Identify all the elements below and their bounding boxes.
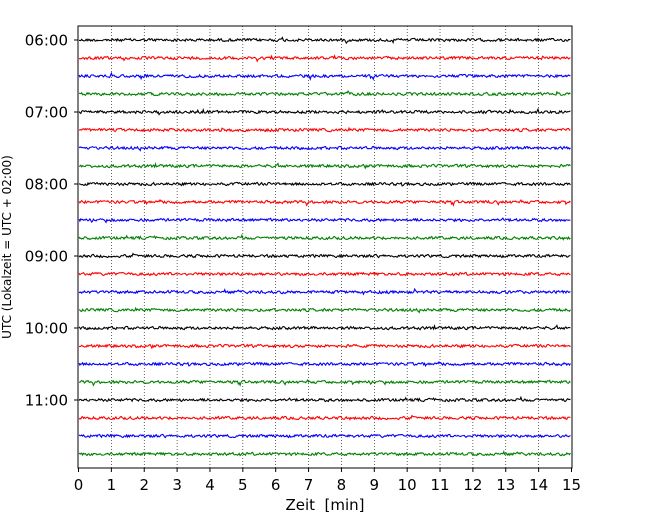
plot-frame [77,25,573,469]
trace-line [78,54,571,63]
trace-line [78,107,571,116]
y-tick-label: 07:00 [25,104,68,122]
x-axis: 0 1 2 3 4 5 6 7 8 9 10 11 12 13 14 15 [74,468,581,494]
x-tick-label: 3 [172,476,182,494]
y-tick-label: 08:00 [25,176,68,194]
trace-line [78,306,571,314]
y-tick-label: 09:00 [25,248,68,266]
x-tick-label: 14 [529,476,548,494]
trace-line [78,287,571,296]
x-tick-label: 12 [463,476,482,494]
x-tick-label: 4 [205,476,215,494]
x-tick-label: 2 [139,476,149,494]
x-tick-label: 0 [74,476,84,494]
y-tick-label: 06:00 [25,32,68,50]
trace-line [78,90,571,97]
trace-line [78,198,571,207]
trace-line [78,217,571,224]
y-tick-label: 10:00 [25,320,68,338]
trace-line [78,145,571,152]
trace-line [78,433,571,439]
x-tick-label: 1 [107,476,117,494]
trace-line [78,379,571,387]
trace-line [78,323,571,331]
x-axis-label: Zeit [min] [285,496,364,514]
trace-line [78,271,571,277]
x-tick-label: 5 [238,476,248,494]
trace-line [78,36,571,45]
x-tick-label: 10 [398,476,417,494]
trace-line [78,71,571,81]
y-tick-label: 11:00 [25,392,68,410]
trace-line [78,161,571,170]
trace-line [78,181,571,187]
x-tick-label: 7 [304,476,314,494]
trace-line [78,343,571,350]
trace-line [78,414,571,421]
x-tick-label: 6 [271,476,281,494]
trace-line [78,252,571,259]
trace-group [78,36,571,457]
x-tick-label: 11 [430,476,449,494]
x-tick-label: 8 [337,476,347,494]
trace-line [78,126,571,133]
trace-line [78,233,571,241]
trace-line [78,395,571,403]
trace-line [78,360,571,368]
trace-line [78,450,571,457]
y-axis: 06:00 07:00 08:00 09:00 10:00 11:00 [25,32,78,410]
x-tick-label: 15 [562,476,581,494]
x-tick-label: 9 [370,476,380,494]
x-tick-label: 13 [496,476,515,494]
y-axis-label: UTC (Lokalzeit = UTC + 02:00) [0,155,14,339]
